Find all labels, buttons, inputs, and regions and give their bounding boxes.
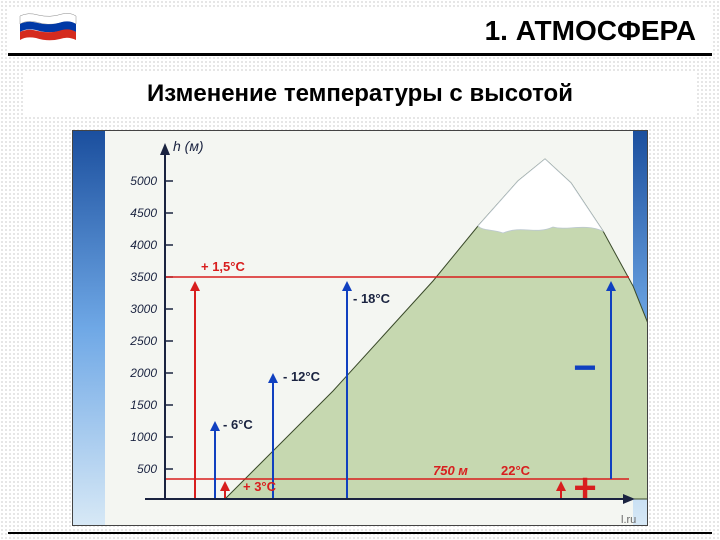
svg-text:2500: 2500: [129, 334, 157, 348]
page-title: 1. АТМОСФЕРА: [485, 15, 696, 47]
svg-text:- 6°C: - 6°C: [223, 417, 253, 432]
title-bar: 1. АТМОСФЕРА: [8, 8, 712, 56]
svg-text:1500: 1500: [130, 398, 157, 412]
svg-text:l.ru: l.ru: [621, 514, 636, 526]
svg-text:- 12°C: - 12°C: [283, 369, 321, 384]
subtitle-bar: Изменение температуры с высотой: [24, 72, 696, 116]
svg-text:22°C: 22°C: [501, 463, 531, 478]
svg-text:4000: 4000: [130, 238, 157, 252]
svg-text:500: 500: [137, 462, 157, 476]
svg-text:2000: 2000: [129, 366, 157, 380]
svg-text:+: +: [573, 466, 596, 510]
svg-text:5000: 5000: [130, 174, 157, 188]
svg-text:+ 3°C: + 3°C: [243, 479, 277, 494]
russia-flag-icon: [18, 10, 78, 42]
svg-text:h (м): h (м): [173, 138, 204, 154]
svg-text:1000: 1000: [130, 430, 157, 444]
svg-text:750 м: 750 м: [433, 463, 468, 478]
svg-text:3500: 3500: [130, 270, 157, 284]
altitude-temperature-chart: 500 1000 1500 2000 2500 3000 3500 4000 4500 5000 h…: [72, 130, 648, 526]
svg-text:−: −: [573, 346, 596, 390]
svg-text:4500: 4500: [130, 206, 157, 220]
svg-text:- 18°C: - 18°C: [353, 291, 391, 306]
page-subtitle: Изменение температуры с высотой: [24, 80, 696, 108]
footer-divider: [8, 532, 712, 534]
svg-text:3000: 3000: [130, 302, 157, 316]
svg-text:+ 1,5°C: + 1,5°C: [201, 259, 245, 274]
